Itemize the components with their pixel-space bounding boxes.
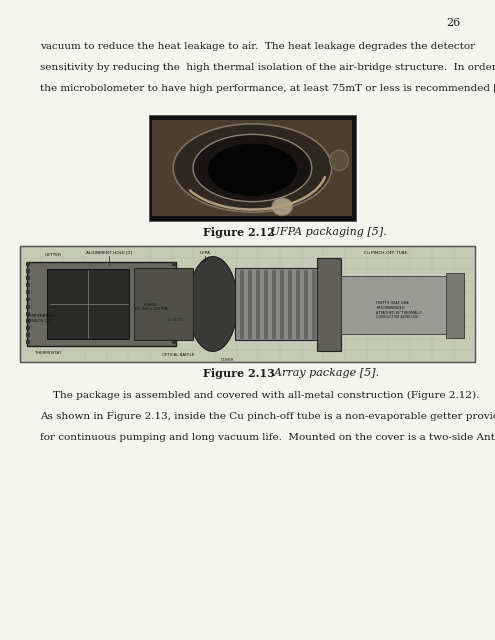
Text: Cu PINCH-OFF TUBE: Cu PINCH-OFF TUBE	[364, 251, 408, 255]
Bar	[172, 333, 176, 337]
Ellipse shape	[330, 150, 348, 170]
Bar	[172, 269, 176, 273]
Bar	[20, 246, 475, 362]
Ellipse shape	[188, 257, 238, 351]
Ellipse shape	[193, 134, 312, 202]
Bar	[446, 273, 464, 338]
Bar	[272, 270, 276, 339]
Text: As shown in Figure 2.13, inside the Cu pinch-off tube is a non-evaporable getter: As shown in Figure 2.13, inside the Cu p…	[40, 412, 495, 420]
Bar	[341, 276, 449, 334]
Bar	[172, 326, 176, 330]
Bar	[152, 120, 352, 216]
Text: Figure 2.13: Figure 2.13	[203, 368, 275, 379]
Bar	[264, 270, 268, 339]
Bar	[26, 284, 30, 287]
Bar	[256, 270, 260, 339]
Bar	[47, 269, 129, 339]
Text: UFPA packaging [5].: UFPA packaging [5].	[267, 227, 387, 237]
Text: sensitivity by reducing the  high thermal isolation of the air-bridge structure.: sensitivity by reducing the high thermal…	[40, 63, 495, 72]
Bar	[26, 340, 30, 344]
Text: THERMOSTAT: THERMOSTAT	[35, 351, 61, 355]
Text: The package is assembled and covered with all-metal construction (Figure 2.12).: The package is assembled and covered wit…	[40, 390, 479, 399]
Text: GETTER: GETTER	[45, 253, 61, 257]
Text: vacuum to reduce the heat leakage to air.  The heat leakage degrades the detecto: vacuum to reduce the heat leakage to air…	[40, 42, 475, 51]
Bar	[304, 270, 308, 339]
Bar	[288, 270, 292, 339]
Text: COVER: COVER	[221, 358, 235, 362]
Bar	[240, 270, 244, 339]
Bar	[26, 262, 30, 266]
Text: Array package [5].: Array package [5].	[267, 368, 380, 378]
Bar	[248, 270, 252, 339]
Bar	[172, 284, 176, 287]
Bar	[27, 262, 176, 346]
Bar	[172, 291, 176, 294]
Ellipse shape	[173, 124, 332, 212]
Bar	[26, 312, 30, 316]
Text: Figure 2.12: Figure 2.12	[203, 227, 275, 238]
Bar	[20, 246, 475, 362]
Bar	[280, 270, 284, 339]
Bar	[172, 305, 176, 308]
Bar	[172, 340, 176, 344]
Text: 4.50 C/1: 4.50 C/1	[168, 318, 183, 322]
Bar	[296, 270, 300, 339]
Text: UFPA: UFPA	[200, 251, 211, 255]
Bar	[26, 326, 30, 330]
Text: ALIGNMENT HOLE [2]: ALIGNMENT HOLE [2]	[86, 251, 132, 255]
Bar	[312, 270, 316, 339]
Bar	[26, 269, 30, 273]
Text: the microbolometer to have high performance, at least 75mT or less is recommende: the microbolometer to have high performa…	[40, 84, 495, 93]
Bar	[172, 276, 176, 280]
Bar	[134, 268, 193, 340]
Text: for continuous pumping and long vacuum life.  Mounted on the cover is a two-side: for continuous pumping and long vacuum l…	[40, 433, 495, 442]
Bar	[172, 312, 176, 316]
Text: 26: 26	[446, 18, 460, 28]
Text: HYBRID
321-320 x 240 FPA: HYBRID 321-320 x 240 FPA	[134, 303, 168, 312]
Ellipse shape	[208, 143, 297, 196]
Bar	[172, 262, 176, 266]
Bar	[235, 268, 317, 340]
Bar	[148, 115, 356, 221]
Bar	[26, 305, 30, 308]
Bar	[26, 276, 30, 280]
Bar	[172, 319, 176, 323]
Text: OPTICAL BAFFLE: OPTICAL BAFFLE	[162, 353, 194, 357]
Ellipse shape	[272, 198, 293, 216]
Bar	[172, 298, 176, 301]
Bar	[26, 319, 30, 323]
Bar	[26, 291, 30, 294]
Bar	[317, 258, 341, 351]
Text: TEMPERATURE
SENSOR [2]: TEMPERATURE SENSOR [2]	[27, 314, 55, 323]
Text: FIN/TFR HEAT SINK
RECOMMENDED
ATTACHED W/ THERMALLY
CONDUCTIVE ADHESIVE: FIN/TFR HEAT SINK RECOMMENDED ATTACHED W…	[376, 301, 422, 319]
Bar	[26, 298, 30, 301]
Bar	[26, 333, 30, 337]
